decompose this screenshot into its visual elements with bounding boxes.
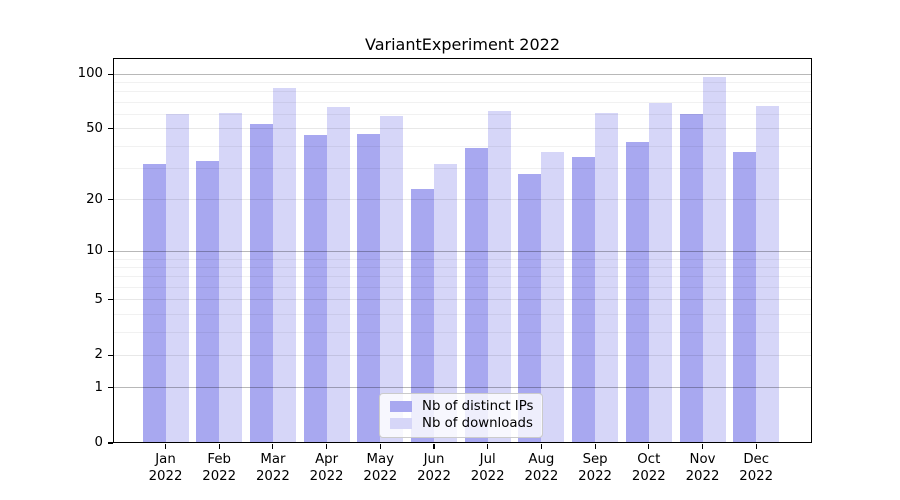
x-tick-label-mar: Mar 2022 [255,452,290,484]
y-tick-mark-20 [108,199,113,201]
gridline-2 [113,354,812,356]
x-tick-label-dec: Dec 2022 [739,452,774,484]
x-tick-mark-jan [164,444,167,449]
y-tick-label-5: 5 [94,291,103,307]
x-tick-label-sep: Sep 2022 [578,452,613,484]
y-tick-label-2: 2 [94,347,103,363]
gridlines-layer [113,58,812,443]
bar-nb-of-downloads-apr [326,106,350,443]
x-tick-label-jul: Jul 2022 [470,452,505,484]
legend-label-downloads: Nb of downloads [422,416,533,431]
x-tick-label-nov: Nov 2022 [685,452,720,484]
x-tick-mark-aug [540,444,542,449]
x-tick-mark-feb [218,444,220,449]
bar-nb-of-downloads-may [380,115,404,443]
x-tick-mark-jul [487,444,489,449]
y-axis: 0 1 2 5 10 20 50 100 [0,58,113,450]
gridline-1 [113,387,812,389]
plot-area: Nb of distinct IPs Nb of downloads [113,58,812,443]
y-tick-label-10: 10 [86,243,103,259]
legend: Nb of distinct IPs Nb of downloads [379,393,543,438]
gridline-100 [113,73,812,75]
bar-nb-of-downloads-jul [487,110,511,443]
gridline-50 [113,128,812,130]
y-tick-mark-1 [108,387,113,389]
minor-gridline-30 [113,168,812,169]
x-tick-mark-may [379,444,381,449]
legend-entry-distinct-ips: Nb of distinct IPs [390,398,534,415]
bar-nb-of-distinct-ips-feb [196,161,220,443]
bar-nb-of-downloads-jun [434,163,457,443]
y-tick-label-0: 0 [94,435,103,450]
x-tick-mark-oct [648,444,650,449]
bar-nb-of-distinct-ips-sep [572,156,596,443]
bar-nb-of-distinct-ips-dec [733,152,757,443]
bar-nb-of-downloads-aug [541,152,565,443]
bar-nb-of-distinct-ips-mar [249,124,273,443]
bar-nb-of-distinct-ips-jan [142,163,166,443]
legend-swatch-downloads [390,418,412,429]
bar-nb-of-distinct-ips-jun [411,189,434,443]
bar-nb-of-distinct-ips-nov [679,114,703,443]
y-tick-mark-50 [108,128,113,130]
gridline-10 [113,250,812,252]
chart-title: VariantExperiment 2022 [365,35,560,54]
bar-nb-of-downloads-jan [165,114,189,443]
bar-nb-of-downloads-mar [272,87,296,443]
bar-nb-of-distinct-ips-jul [464,148,488,443]
bar-nb-of-downloads-sep [595,113,619,443]
bar-nb-of-distinct-ips-oct [625,142,649,443]
x-tick-label-feb: Feb 2022 [202,452,237,484]
gridline-20 [113,199,812,201]
x-tick-label-may: May 2022 [363,452,398,484]
minor-gridline-6 [113,287,812,288]
x-axis: Jan 2022 Feb 2022 Mar 2022 Apr 2022 May 2022 Jun 20… [113,444,812,496]
legend-label-distinct-ips: Nb of distinct IPs [422,399,534,414]
x-tick-mark-dec [755,444,757,449]
x-tick-label-jun: Jun 2022 [417,452,451,484]
y-tick-mark-100 [108,73,113,75]
bar-nb-of-downloads-feb [219,113,243,443]
minor-gridline-60 [113,113,812,115]
x-tick-mark-sep [594,444,596,449]
minor-gridline-90 [113,81,812,83]
minor-gridline-70 [113,101,812,103]
minor-gridline-9 [113,258,812,260]
y-tick-mark-2 [108,354,113,356]
y-tick-label-50: 50 [86,120,103,136]
bar-nb-of-downloads-nov [702,77,726,443]
bar-nb-of-distinct-ips-apr [303,135,327,443]
x-tick-label-oct: Oct 2022 [631,452,666,484]
gridline-5 [113,299,812,301]
minor-gridline-8 [113,266,812,268]
minor-gridline-80 [113,91,812,93]
legend-entry-downloads: Nb of downloads [390,415,534,432]
minor-gridline-7 [113,276,812,278]
x-tick-mark-jun [433,444,435,449]
x-tick-mark-nov [701,444,704,449]
minor-gridline-3 [113,331,812,333]
bar-nb-of-downloads-dec [756,105,780,443]
minor-gridline-40 [113,145,812,147]
x-tick-label-apr: Apr 2022 [309,452,344,484]
y-tick-mark-10 [108,250,113,252]
x-tick-label-aug: Aug 2022 [524,452,559,484]
y-tick-label-1: 1 [94,379,103,395]
x-tick-mark-mar [272,444,274,449]
bar-nb-of-distinct-ips-may [357,133,381,443]
legend-swatch-distinct-ips [390,401,412,412]
y-tick-mark-5 [108,299,113,301]
bar-nb-of-distinct-ips-aug [518,173,542,443]
y-tick-label-20: 20 [86,191,103,207]
y-tick-mark-0 [108,442,113,444]
bars-layer [113,58,812,443]
y-tick-label-100: 100 [77,66,103,82]
bar-nb-of-downloads-oct [648,103,672,443]
minor-gridline-4 [113,313,812,315]
x-tick-label-jan: Jan 2022 [148,452,183,484]
x-tick-mark-apr [326,444,328,449]
